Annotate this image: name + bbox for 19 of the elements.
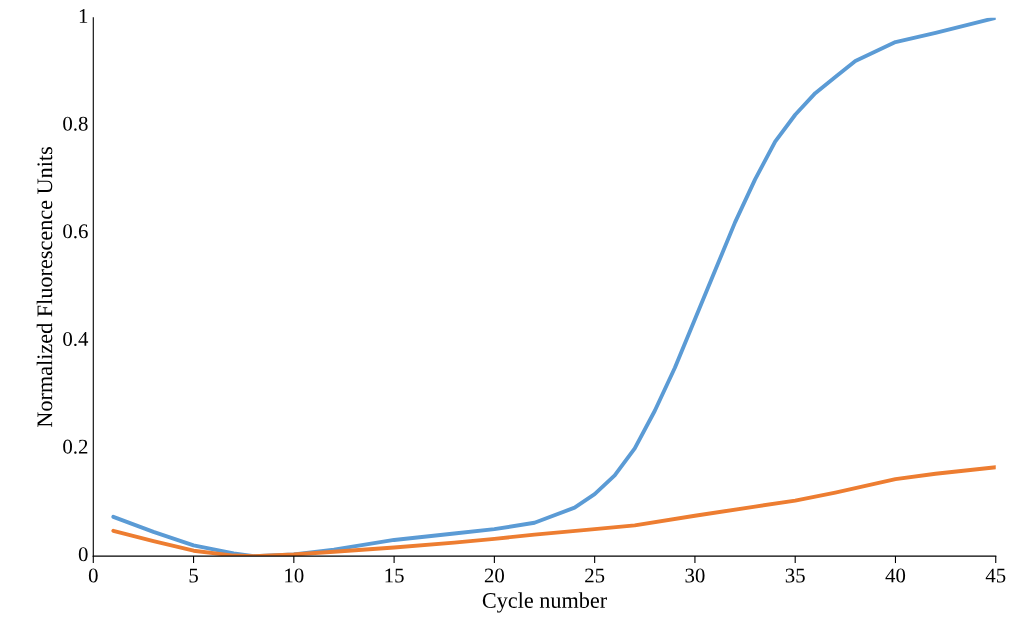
y-tick-label: 0.2 [63,439,88,454]
x-tick-label: 25 [585,568,605,583]
x-tick-label: 10 [285,568,304,583]
x-axis-title: Cycle number [482,592,607,613]
x-tick-label: 5 [189,568,198,583]
x-tick-label: 40 [885,568,906,583]
x-tick-label: 30 [685,568,705,583]
line-series [111,465,996,557]
x-tick-label: 35 [785,568,805,583]
x-tick-label: 20 [484,568,504,583]
line-series [111,17,996,557]
y-axis-title: Normalized Fluorescence Units [36,147,53,428]
y-tick-label: 0 [78,547,88,562]
y-tick-label: 0.8 [63,116,88,131]
x-tick-label: 45 [985,568,1006,583]
y-tick-label: 0.6 [63,224,88,239]
y-tick-label: 1 [79,9,88,23]
x-tick-label: 15 [385,568,404,583]
y-tick-label: 0.4 [63,331,89,347]
